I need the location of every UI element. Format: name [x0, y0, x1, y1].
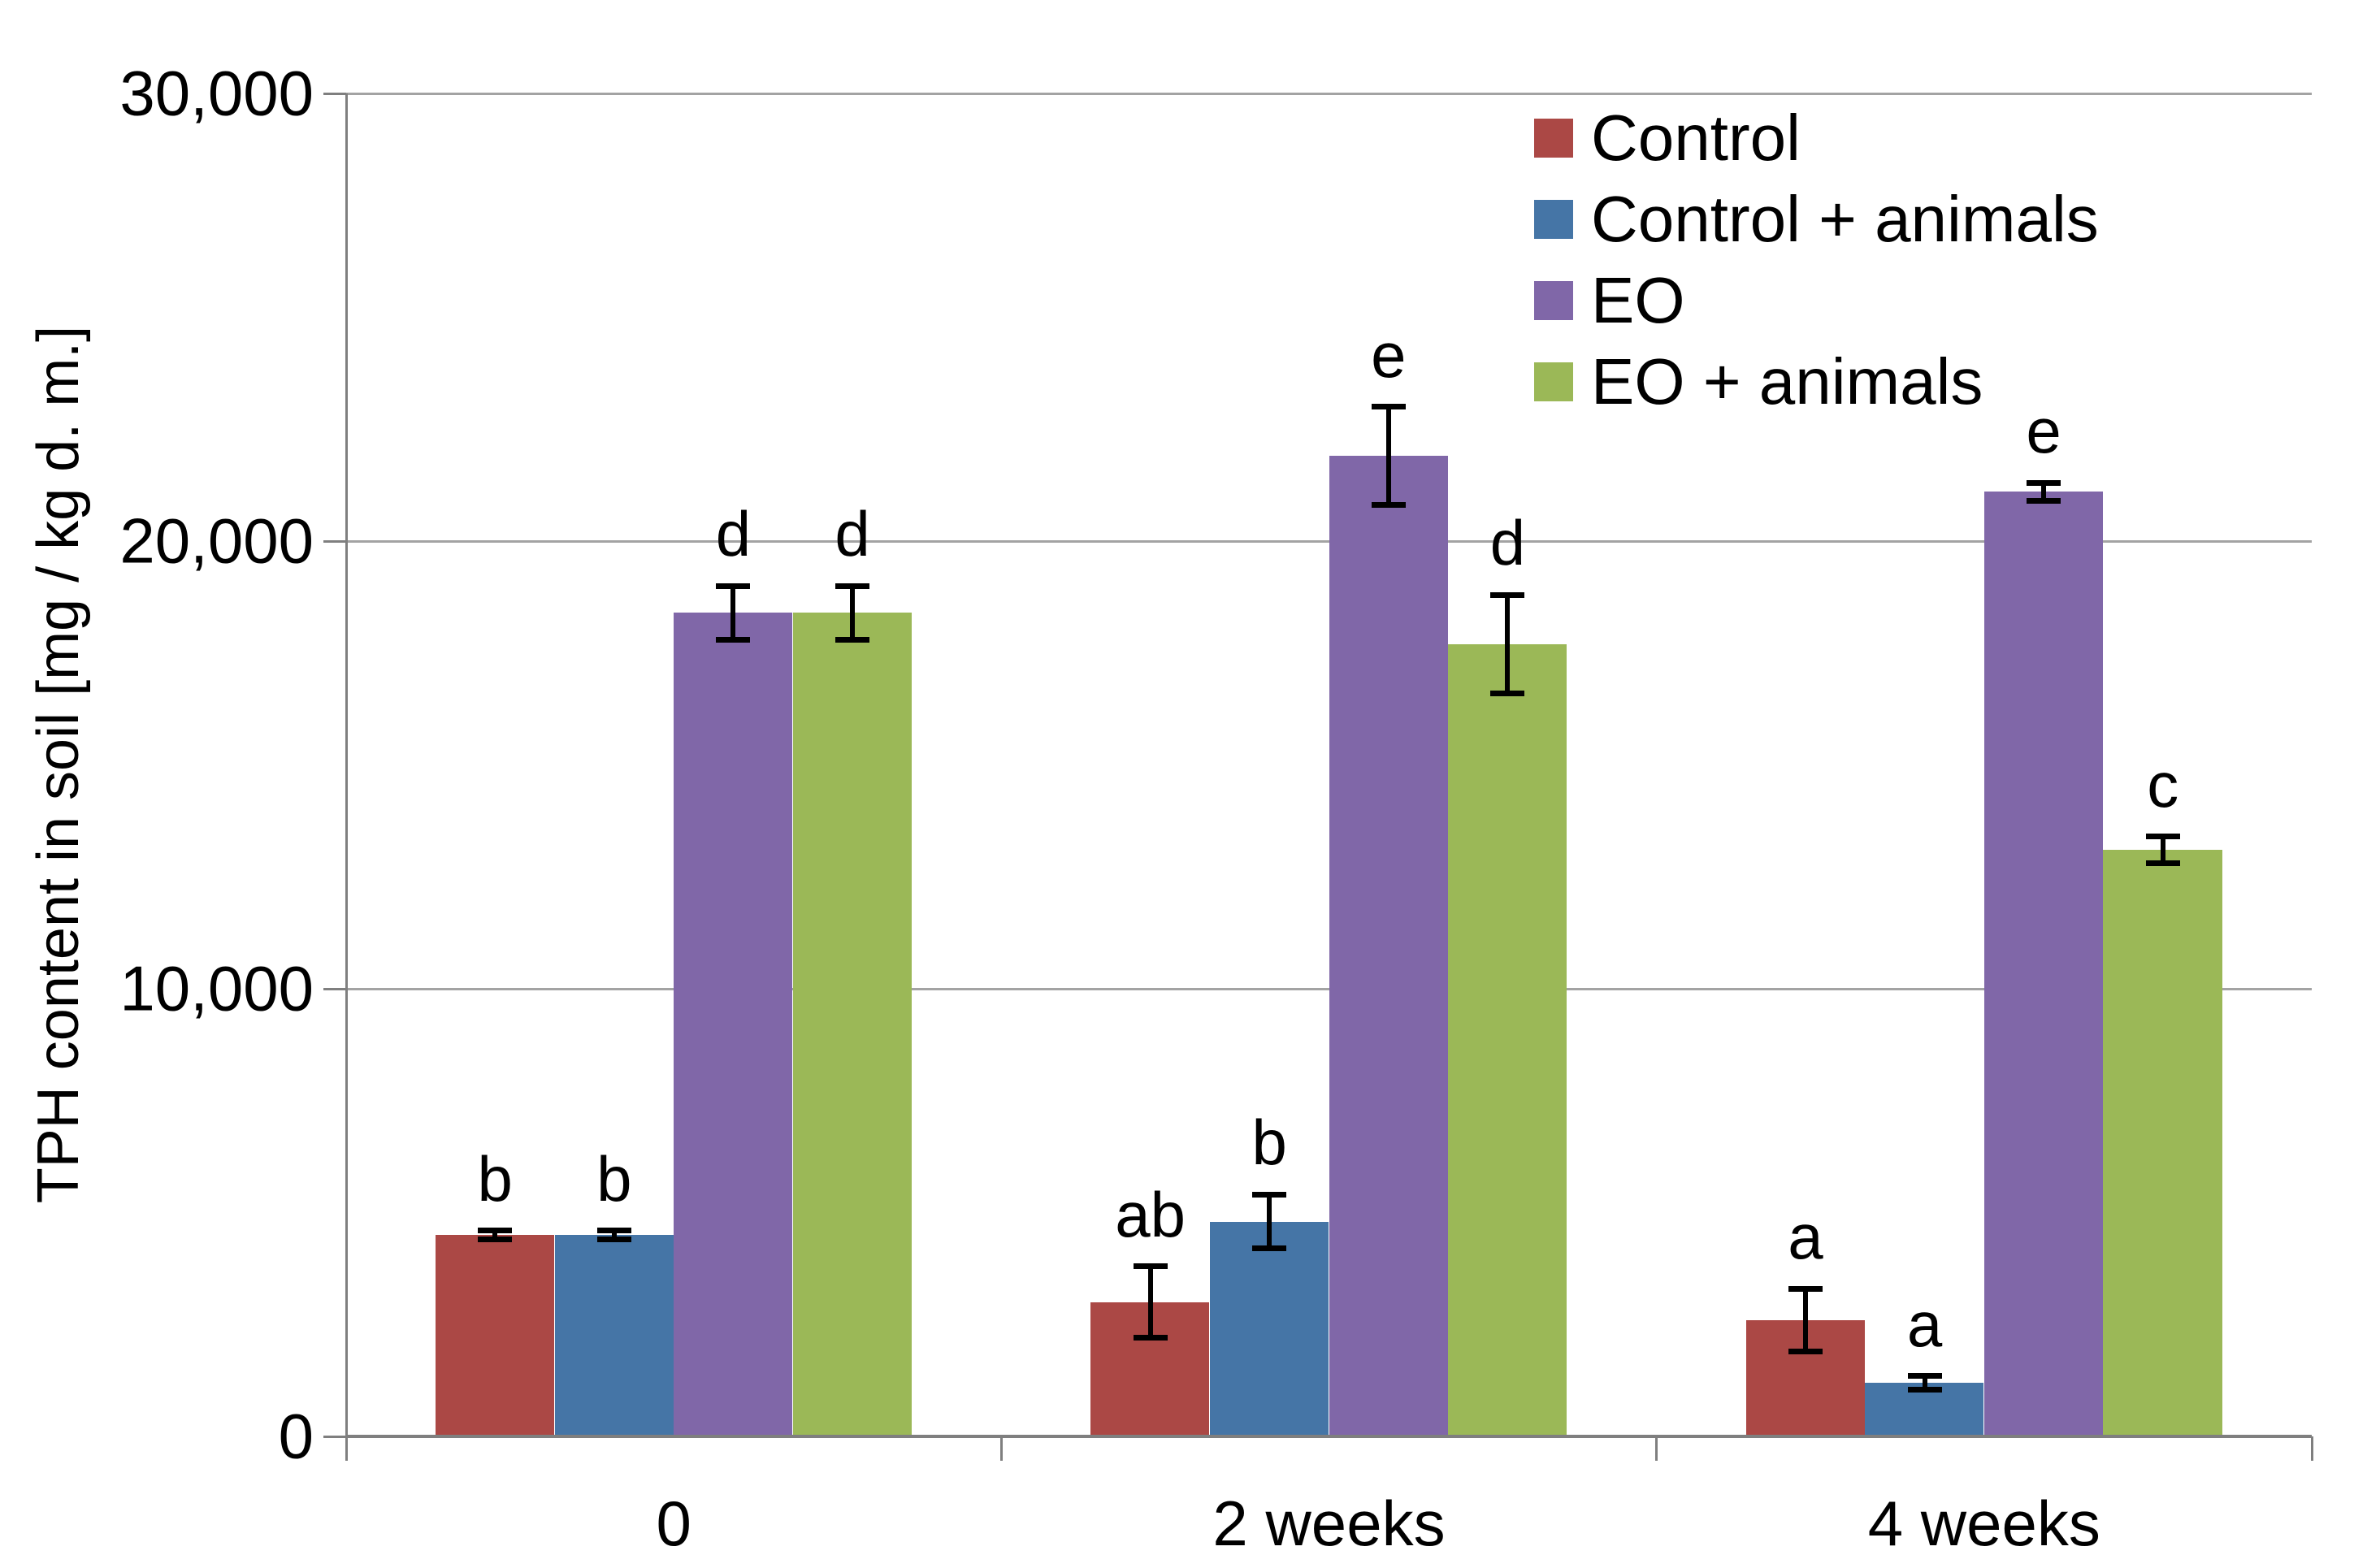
x-tick-mark — [999, 1436, 1003, 1461]
error-bar-cap — [1371, 502, 1406, 509]
bar-control-animals-0 — [554, 1235, 674, 1436]
bar-eo-animals-0 — [792, 613, 912, 1436]
error-bar-cap — [1490, 591, 1525, 598]
error-bar-cap — [1907, 1386, 1942, 1393]
legend-label: Control — [1591, 102, 1801, 174]
sig-letter: e — [2026, 395, 2061, 467]
legend-label: EO + animals — [1591, 345, 1983, 418]
sig-letter: d — [835, 498, 870, 570]
error-bar-cap — [1788, 1285, 1823, 1292]
error-bar — [1267, 1194, 1272, 1249]
error-bar-cap — [1133, 1335, 1168, 1341]
y-tick-mark — [323, 1435, 346, 1438]
error-bar-cap — [1371, 404, 1406, 410]
error-bar — [2041, 483, 2047, 501]
bar-eo-1 — [1329, 456, 1448, 1436]
error-bar-cap — [1252, 1245, 1287, 1252]
error-bar-cap — [596, 1237, 631, 1243]
sig-letter: d — [715, 498, 752, 570]
error-bar-cap — [835, 636, 870, 643]
error-bar-cap — [2027, 497, 2061, 504]
bar-eo-0 — [674, 613, 793, 1436]
error-bar — [1385, 406, 1391, 505]
x-tick-label: 2 weeks — [1212, 1488, 1446, 1559]
bar-eo-animals-2 — [2103, 850, 2222, 1436]
sig-letter: a — [1788, 1201, 1823, 1273]
y-axis-line — [345, 93, 348, 1436]
bar-eo-2 — [1983, 492, 2103, 1436]
x-tick-label: 0 — [656, 1488, 691, 1559]
error-bar-cap — [2145, 860, 2180, 867]
error-bar-cap — [1133, 1263, 1168, 1270]
legend-label: Control + animals — [1591, 183, 2099, 255]
y-tick-label: 0 — [278, 1400, 314, 1472]
error-bar-cap — [2145, 834, 2180, 840]
error-bar — [1147, 1266, 1153, 1338]
error-bar — [1802, 1289, 1808, 1352]
sig-letter: b — [596, 1142, 632, 1215]
legend-swatch — [1534, 362, 1573, 401]
bar-control-0 — [435, 1235, 555, 1436]
legend-item: Control + animals — [1534, 187, 2099, 252]
error-bar — [1922, 1375, 1927, 1390]
sig-letter: b — [1251, 1107, 1287, 1179]
sig-letter: b — [477, 1142, 513, 1215]
error-bar-cap — [1788, 1348, 1823, 1354]
error-bar — [850, 586, 856, 640]
sig-letter: c — [2147, 748, 2179, 821]
error-bar-cap — [1490, 690, 1525, 696]
legend-label: EO — [1591, 264, 1685, 336]
y-axis-title: TPH content in soil [mg / kg d. m.] — [26, 325, 91, 1204]
error-bar-cap — [2027, 479, 2061, 486]
sig-letter: d — [1489, 507, 1526, 579]
error-bar-cap — [835, 583, 870, 589]
error-bar-cap — [478, 1237, 513, 1243]
bar-control-animals-1 — [1209, 1221, 1329, 1436]
x-tick-mark — [2310, 1436, 2313, 1461]
error-bar-cap — [716, 583, 751, 589]
legend-item: Control — [1534, 106, 1801, 171]
error-bar-cap — [1907, 1373, 1942, 1380]
error-bar — [611, 1230, 617, 1240]
x-tick-mark — [1655, 1436, 1658, 1461]
x-axis-line — [346, 1435, 2312, 1438]
error-bar — [730, 586, 736, 640]
x-tick-mark — [345, 1436, 348, 1461]
error-bar-cap — [1252, 1191, 1287, 1198]
sig-letter: a — [1906, 1288, 1943, 1360]
error-bar-cap — [596, 1228, 631, 1234]
y-tick-label: 10,000 — [119, 952, 314, 1024]
legend-item: EO — [1534, 268, 1685, 333]
y-tick-mark — [323, 92, 346, 95]
error-bar-cap — [716, 636, 751, 643]
bar-eo-animals-1 — [1448, 643, 1567, 1436]
error-bar-cap — [478, 1228, 513, 1234]
sig-letter: e — [1371, 318, 1407, 391]
legend-swatch — [1534, 119, 1573, 158]
sig-letter: ab — [1115, 1178, 1186, 1250]
y-tick-label: 20,000 — [119, 505, 314, 577]
gridline — [346, 92, 2312, 95]
y-tick-mark — [323, 539, 346, 543]
legend-swatch — [1534, 200, 1573, 239]
legend-swatch — [1534, 281, 1573, 320]
y-tick-label: 30,000 — [119, 57, 314, 129]
error-bar — [2160, 836, 2165, 864]
error-bar — [492, 1230, 498, 1240]
x-tick-label: 4 weeks — [1867, 1488, 2100, 1559]
legend-item: EO + animals — [1534, 349, 1983, 414]
y-tick-mark — [323, 987, 346, 990]
error-bar — [1505, 595, 1511, 694]
